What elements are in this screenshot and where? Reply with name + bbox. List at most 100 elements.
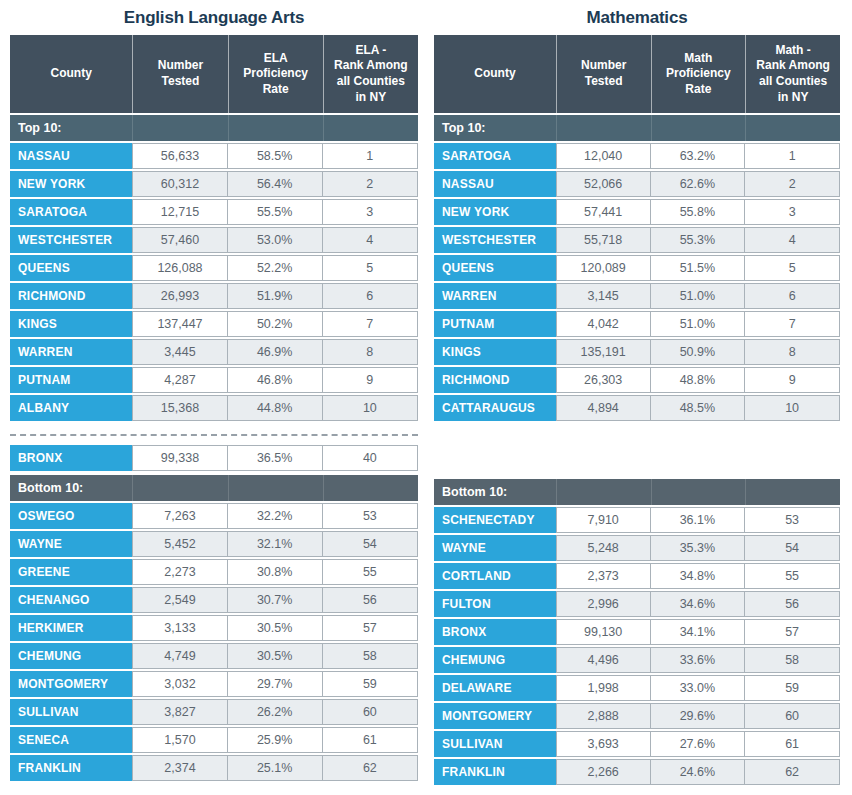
rank-cell: 10 (323, 395, 418, 421)
county-cell: WARREN (434, 283, 556, 309)
number-tested-cell: 56,633 (132, 143, 227, 169)
county-cell: DELAWARE (434, 675, 556, 701)
proficiency-rate-cell: 32.2% (228, 503, 323, 529)
proficiency-rate-cell: 34.6% (651, 591, 746, 617)
section-header-cell (323, 475, 418, 501)
number-tested-cell: 126,088 (132, 255, 227, 281)
rank-cell: 58 (323, 643, 418, 669)
county-cell: MONTGOMERY (434, 703, 556, 729)
table-row: NEW YORK57,44155.8%3 (434, 199, 840, 225)
rank-cell: 57 (745, 619, 840, 645)
rank-cell: 61 (323, 727, 418, 753)
proficiency-rate-cell: 36.5% (228, 445, 323, 471)
table-row: SARATOGA12,71555.5%3 (10, 199, 418, 225)
proficiency-rate-cell: 46.9% (228, 339, 323, 365)
column-header: County (434, 35, 556, 113)
proficiency-rate-cell: 55.5% (228, 199, 323, 225)
section-header-cell (228, 475, 323, 501)
section-header-cell (132, 475, 227, 501)
section-label-text: Top 10: (442, 121, 486, 135)
county-cell: NEW YORK (10, 171, 132, 197)
county-cell: NEW YORK (434, 199, 556, 225)
rank-cell: 62 (745, 759, 840, 785)
number-tested-cell: 3,032 (132, 671, 227, 697)
rank-cell: 53 (745, 507, 840, 533)
county-cell: OSWEGO (10, 503, 132, 529)
section-header-cell (323, 115, 418, 141)
column-header: Number Tested (132, 35, 227, 113)
number-tested-cell: 26,303 (556, 367, 651, 393)
table-math: MathematicsCountyNumber TestedMath Profi… (434, 8, 840, 787)
county-cell: CATTARAUGUS (434, 395, 556, 421)
number-tested-cell: 3,133 (132, 615, 227, 641)
proficiency-rate-cell: 51.0% (651, 311, 746, 337)
table-row: WESTCHESTER55,71855.3%4 (434, 227, 840, 253)
rank-cell: 59 (323, 671, 418, 697)
number-tested-cell: 99,130 (556, 619, 651, 645)
table-row: RICHMOND26,30348.8%9 (434, 367, 840, 393)
report-figure: English Language ArtsCountyNumber Tested… (0, 0, 852, 787)
section-label: Top 10: (10, 115, 132, 141)
section-label-text: Bottom 10: (442, 485, 507, 499)
table-row: CORTLAND2,37334.8%55 (434, 563, 840, 589)
rank-cell: 40 (323, 445, 418, 471)
number-tested-cell: 2,373 (556, 563, 651, 589)
table-title: Mathematics (434, 8, 840, 28)
proficiency-rate-cell: 50.9% (651, 339, 746, 365)
table-row: WARREN3,44546.9%8 (10, 339, 418, 365)
county-cell: WESTCHESTER (10, 227, 132, 253)
rank-cell: 62 (323, 755, 418, 781)
number-tested-cell: 3,827 (132, 699, 227, 725)
proficiency-rate-cell: 25.1% (228, 755, 323, 781)
table-row: HERKIMER3,13330.5%57 (10, 615, 418, 641)
section-header-row: Bottom 10: (434, 479, 840, 505)
rank-cell: 54 (323, 531, 418, 557)
county-cell: WAYNE (10, 531, 132, 557)
county-cell: QUEENS (434, 255, 556, 281)
county-cell: CHENANGO (10, 587, 132, 613)
proficiency-rate-cell: 24.6% (651, 759, 746, 785)
proficiency-rate-cell: 30.5% (228, 643, 323, 669)
rank-cell: 9 (323, 367, 418, 393)
county-cell: PUTNAM (434, 311, 556, 337)
section-label-text: Top 10: (18, 121, 62, 135)
table-row: SULLIVAN3,69327.6%61 (434, 731, 840, 757)
number-tested-cell: 3,145 (556, 283, 651, 309)
proficiency-rate-cell: 34.8% (651, 563, 746, 589)
number-tested-cell: 3,693 (556, 731, 651, 757)
number-tested-cell: 5,452 (132, 531, 227, 557)
number-tested-cell: 1,998 (556, 675, 651, 701)
table-row: BRONX99,33836.5%40 (10, 445, 418, 471)
county-cell: CHEMUNG (434, 647, 556, 673)
county-cell: PUTNAM (10, 367, 132, 393)
table-row: QUEENS120,08951.5%5 (434, 255, 840, 281)
table-row: WESTCHESTER57,46053.0%4 (10, 227, 418, 253)
table-row: CATTARAUGUS4,89448.5%10 (434, 395, 840, 421)
rank-cell: 4 (745, 227, 840, 253)
county-cell: FRANKLIN (434, 759, 556, 785)
county-cell: SARATOGA (10, 199, 132, 225)
table-row: KINGS135,19150.9%8 (434, 339, 840, 365)
table-row: SARATOGA12,04063.2%1 (434, 143, 840, 169)
proficiency-rate-cell: 30.8% (228, 559, 323, 585)
rank-cell: 6 (323, 283, 418, 309)
number-tested-cell: 12,715 (132, 199, 227, 225)
rank-cell: 56 (323, 587, 418, 613)
number-tested-cell: 60,312 (132, 171, 227, 197)
table-row: WAYNE5,24835.3%54 (434, 535, 840, 561)
table-row: FRANKLIN2,26624.6%62 (434, 759, 840, 785)
rank-cell: 7 (745, 311, 840, 337)
number-tested-cell: 7,910 (556, 507, 651, 533)
county-cell: FULTON (434, 591, 556, 617)
county-cell: ALBANY (10, 395, 132, 421)
rank-cell: 8 (323, 339, 418, 365)
proficiency-rate-cell: 48.8% (651, 367, 746, 393)
rank-cell: 3 (745, 199, 840, 225)
proficiency-rate-cell: 63.2% (651, 143, 746, 169)
county-cell: WARREN (10, 339, 132, 365)
county-cell: KINGS (10, 311, 132, 337)
county-cell: NASSAU (10, 143, 132, 169)
table-row: OSWEGO7,26332.2%53 (10, 503, 418, 529)
county-cell: SENECA (10, 727, 132, 753)
county-cell: GREENE (10, 559, 132, 585)
